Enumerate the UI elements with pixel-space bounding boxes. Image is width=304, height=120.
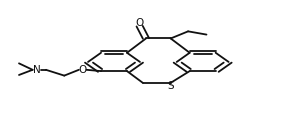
Text: O: O xyxy=(136,18,144,28)
Text: O: O xyxy=(78,65,87,75)
Text: N: N xyxy=(33,65,40,75)
Text: S: S xyxy=(168,81,174,91)
